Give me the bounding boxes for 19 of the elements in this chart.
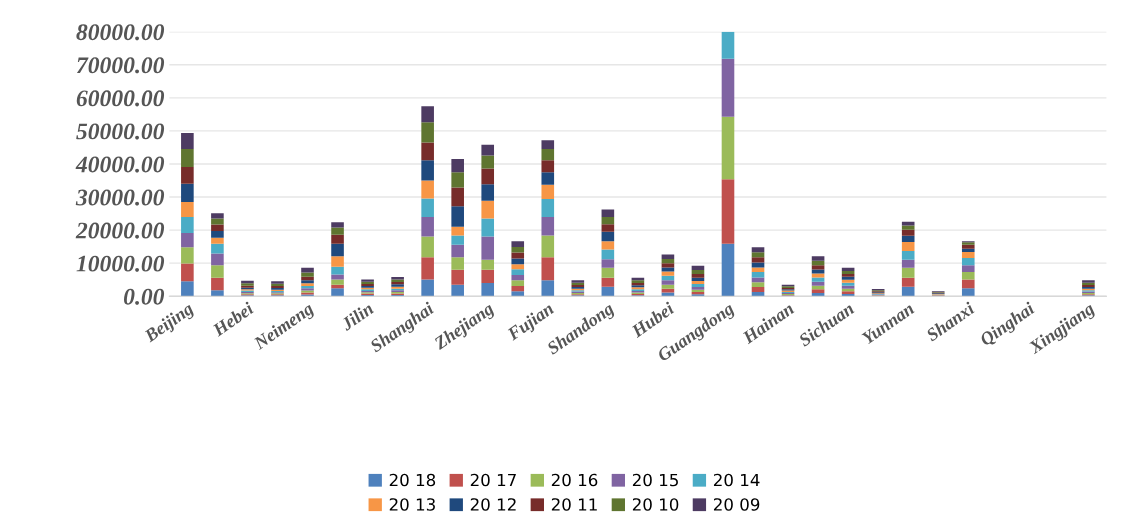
y-tick-label: 60000.00 xyxy=(76,90,165,107)
legend-label: 20 15 xyxy=(632,473,678,487)
y-tick-label: 30000.00 xyxy=(75,189,165,206)
legend-label: 20 09 xyxy=(713,498,760,511)
y-tick-label: 70000.00 xyxy=(76,57,165,74)
legend-label: 20 10 xyxy=(632,498,679,511)
legend-label: 20 12 xyxy=(470,498,516,511)
legend-label: 20 16 xyxy=(551,473,598,487)
legend-label: 20 18 xyxy=(389,473,436,487)
y-tick-label: 10000.00 xyxy=(76,255,165,272)
y-tick-label: 80000.00 xyxy=(76,24,165,41)
y-tick-label: 0.00 xyxy=(123,288,165,305)
legend-label: 20 13 xyxy=(389,498,435,511)
y-tick-label: 50000.00 xyxy=(76,123,165,140)
y-tick-label: 20000.00 xyxy=(75,222,165,239)
legend-label: 20 17 xyxy=(470,473,516,487)
legend-label: 20 14 xyxy=(713,473,760,487)
y-tick-label: 40000.00 xyxy=(75,156,165,173)
legend-label: 20 11 xyxy=(551,498,597,511)
